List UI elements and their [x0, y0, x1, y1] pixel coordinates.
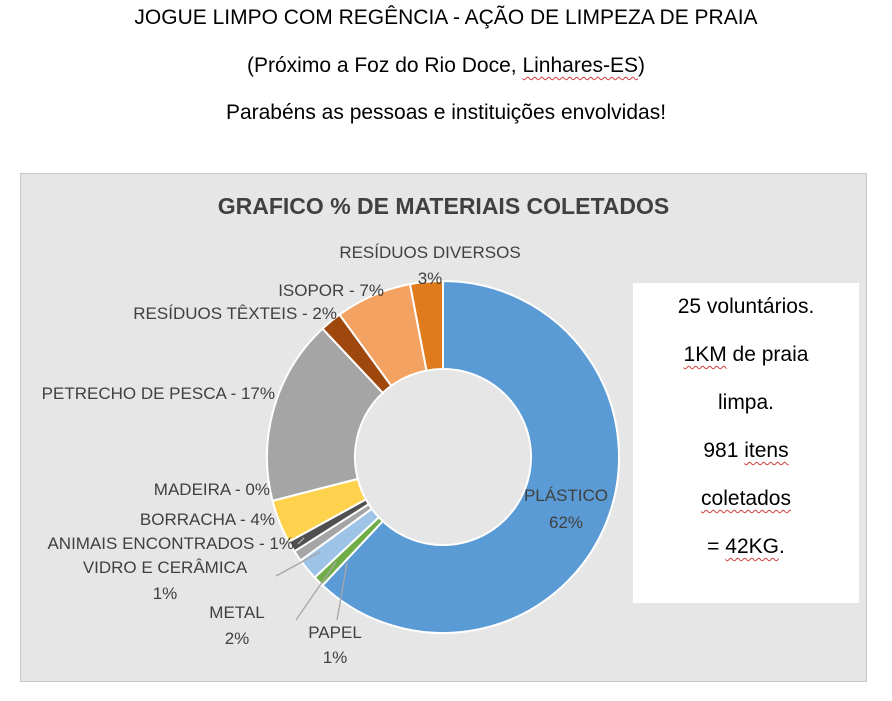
label-isopor: ISOPOR - 7% — [278, 281, 384, 300]
label-plastico-name: PLÁSTICO — [524, 486, 608, 505]
info-clean: limpa. — [717, 391, 775, 414]
slice-plastico — [321, 279, 620, 634]
slice-petrecho-de-pesca — [266, 327, 385, 502]
label-borracha: BORRACHA - 4% — [140, 510, 275, 529]
subheading-text-start: (Próximo a Foz do Rio Doce, — [247, 54, 523, 77]
donut-hole — [356, 370, 530, 544]
leader-line-metal — [295, 561, 337, 621]
info-volunteers: 25 voluntários. — [677, 295, 815, 318]
label-madeira: MADEIRA - 0% — [154, 480, 270, 499]
donut-slices — [266, 279, 620, 634]
label-vidro-pct: 1% — [153, 584, 178, 603]
label-animais: ANIMAIS ENCONTRADOS - 1% — [47, 534, 294, 553]
label-petrecho: PETRECHO DE PESCA - 17% — [42, 384, 275, 403]
leader-line-papel — [336, 562, 348, 621]
chart-title: GRAFICO % DE MATERIAIS COLETADOS — [217, 193, 670, 219]
info-items: 981 itens — [633, 427, 859, 475]
label-papel-name: PAPEL — [308, 623, 362, 642]
label-metal-pct: 2% — [225, 629, 250, 648]
info-items-count: 981 — [703, 439, 745, 462]
label-diversos-pct: 3% — [418, 269, 443, 288]
page-heading: JOGUE LIMPO COM REGÊNCIA - AÇÃO DE LIMPE… — [134, 6, 758, 29]
label-plastico-pct: 62% — [549, 513, 583, 532]
leader-line-vidro — [275, 551, 321, 577]
info-box: 25 voluntários. 1KM de praia limpa. 981 … — [633, 283, 859, 603]
page-subheading: (Próximo a Foz do Rio Doce, Linhares-ES) — [0, 54, 892, 78]
label-papel-pct: 1% — [323, 648, 348, 667]
leader-line-animais — [297, 537, 305, 545]
info-collected-word: coletados — [701, 487, 791, 510]
info-distance: 1KM de praia — [633, 331, 859, 379]
info-distance-value: 1KM — [683, 343, 727, 366]
label-texteis: RESÍDUOS TÊXTEIS - 2% — [133, 304, 337, 323]
slice-residuos-diversos — [408, 279, 444, 372]
label-vidro-name: VIDRO E CERÂMICA — [83, 558, 248, 577]
location-text: Linhares-ES — [522, 54, 638, 77]
label-metal-name: METAL — [209, 603, 264, 622]
leader-lines — [275, 537, 348, 621]
info-weight-eq: = — [707, 535, 726, 558]
subheading-text-end: ) — [638, 54, 645, 77]
info-collected: coletados — [633, 475, 859, 523]
info-weight-dot: . — [778, 535, 785, 558]
label-diversos-name: RESÍDUOS DIVERSOS — [339, 243, 520, 262]
info-distance-text: de praia — [726, 343, 809, 366]
thanks-message: Parabéns as pessoas e instituições envol… — [225, 101, 667, 124]
info-items-word: itens — [744, 439, 789, 462]
info-weight: = 42KG. — [633, 523, 859, 571]
info-weight-value: 42KG — [725, 535, 779, 558]
